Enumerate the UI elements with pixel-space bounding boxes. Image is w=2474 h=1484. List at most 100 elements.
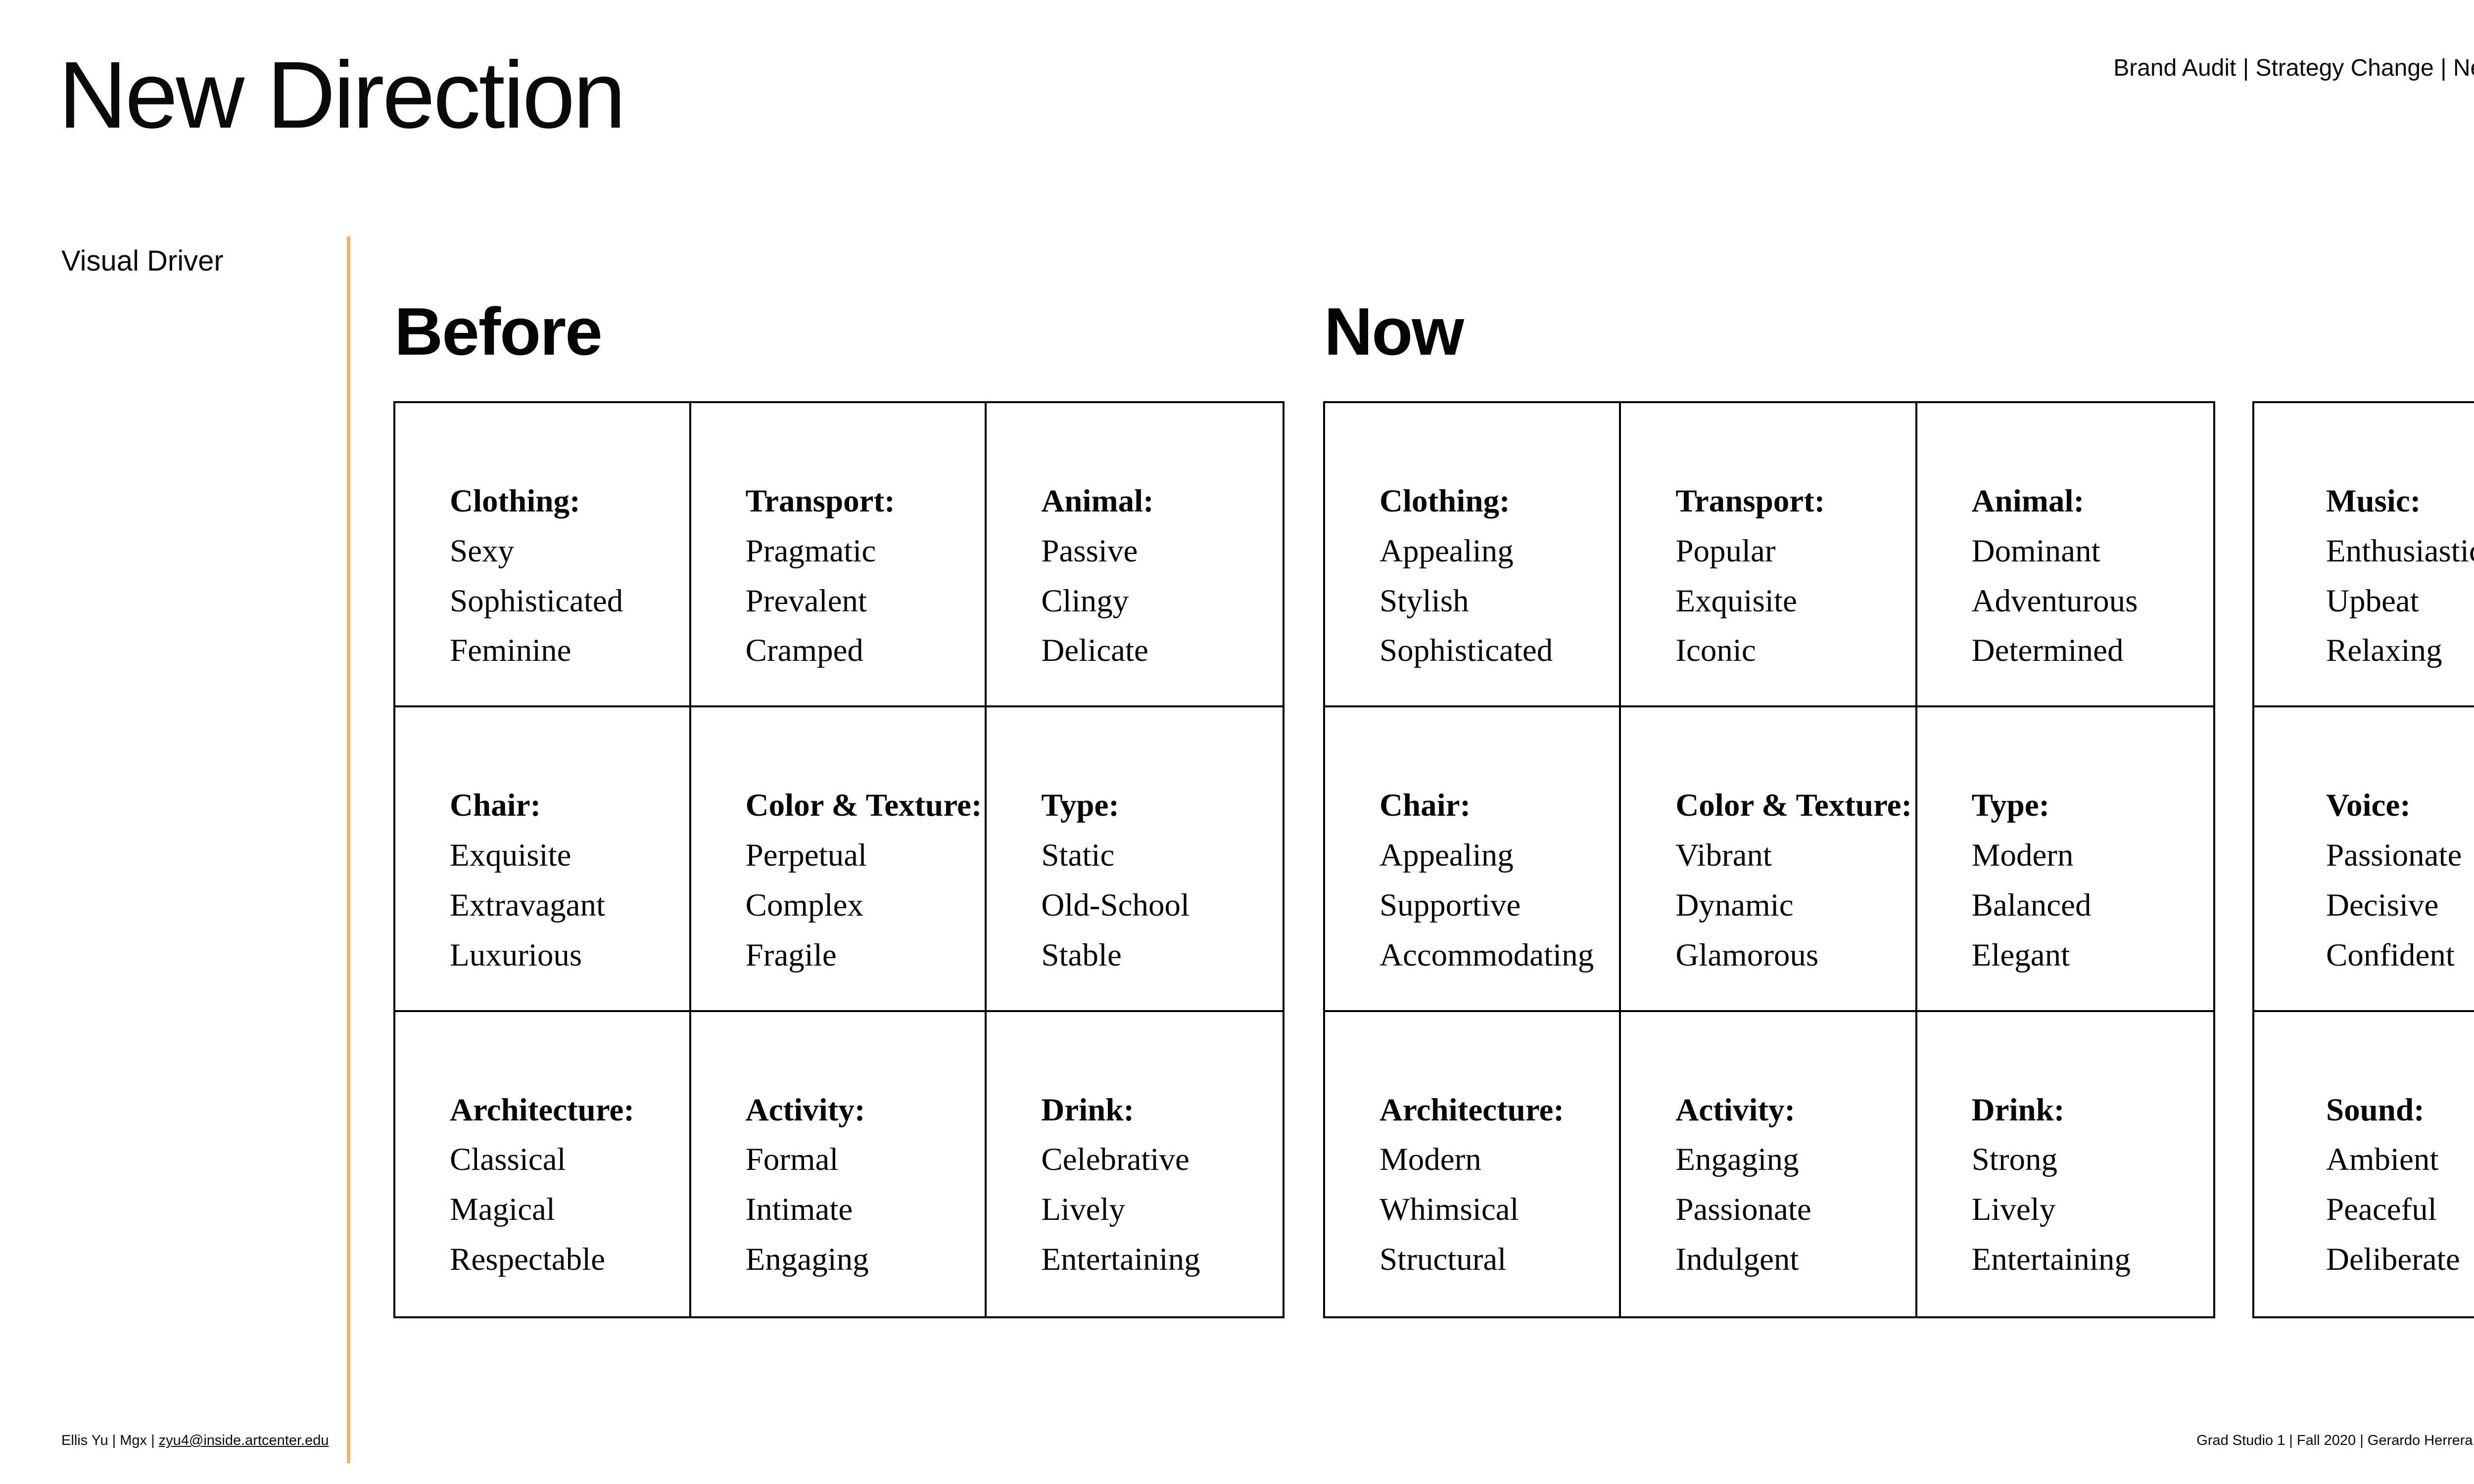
- table-cell-sensory-2: Sound: Ambient Peaceful Deliberate: [2254, 1012, 2474, 1316]
- table-cell-before-7: Activity: Formal Intimate Engaging: [691, 1012, 987, 1316]
- email-link[interactable]: zyu4@inside.artcenter.edu: [158, 1433, 329, 1448]
- cell-heading: Chair:: [1380, 788, 1471, 824]
- cell-item: Appealing: [1380, 533, 1514, 569]
- cell-item: Intimate: [745, 1192, 853, 1228]
- cell-item: Appealing: [1380, 837, 1514, 874]
- cell-item: Elegant: [1971, 937, 2070, 973]
- cell-heading: Activity:: [1675, 1092, 1796, 1128]
- cell-item: Fragile: [745, 937, 837, 973]
- cell-item: Engaging: [745, 1241, 869, 1277]
- cell-item: Extravagant: [450, 887, 606, 923]
- cell-item: Sexy: [450, 533, 514, 569]
- accent-divider-line: [347, 236, 350, 1463]
- table-cell-now-7: Activity: Engaging Passionate Indulgent: [1621, 1012, 1917, 1316]
- cell-item: Perpetual: [745, 837, 867, 874]
- cell-item: Exquisite: [1675, 583, 1797, 619]
- before-attributes-table: Clothing: Sexy Sophisticated Feminine Transp…: [393, 401, 1285, 1318]
- cell-item: Lively: [1971, 1192, 2056, 1228]
- cell-heading: Activity:: [745, 1092, 865, 1128]
- cell-item: Static: [1041, 837, 1115, 874]
- footer-credit-text: Ellis Yu | Mgx |: [61, 1433, 159, 1448]
- table-cell-before-8: Drink: Celebrative Lively Entertaining: [987, 1012, 1283, 1316]
- cell-item: Relaxing: [2326, 633, 2442, 669]
- cell-item: Ambient: [2326, 1142, 2439, 1178]
- cell-item: Old-School: [1041, 887, 1190, 923]
- now-attributes-table: Clothing: Appealing Stylish Sophisticated Tr…: [1323, 401, 2215, 1318]
- cell-item: Passionate: [2326, 837, 2462, 874]
- cell-heading: Chair:: [450, 788, 541, 824]
- cell-heading: Architecture:: [450, 1092, 634, 1128]
- cell-item: Feminine: [450, 633, 571, 669]
- cell-item: Adventurous: [1971, 583, 2138, 619]
- cell-heading: Drink:: [1041, 1092, 1135, 1128]
- cell-item: Entertaining: [1041, 1241, 1200, 1277]
- cell-item: Decisive: [2326, 887, 2439, 923]
- table-cell-before-4: Color & Texture: Perpetual Complex Fragile: [691, 707, 987, 1012]
- table-cell-now-4: Color & Texture: Vibrant Dynamic Glamorous: [1621, 707, 1917, 1012]
- cell-item: Peaceful: [2326, 1192, 2437, 1228]
- cell-item: Supportive: [1380, 887, 1521, 923]
- cell-item: Passionate: [1675, 1192, 1811, 1228]
- cell-item: Entertaining: [1971, 1241, 2131, 1277]
- breadcrumb: Brand Audit | Strategy Change | New Iden…: [2113, 55, 2474, 81]
- cell-heading: Clothing:: [450, 483, 580, 519]
- cell-item: Clingy: [1041, 583, 1129, 619]
- cell-item: Indulgent: [1675, 1241, 1799, 1277]
- table-cell-sensory-0: Music: Enthusiastic Upbeat Relaxing: [2254, 403, 2474, 708]
- table-cell-now-5: Type: Modern Balanced Elegant: [1917, 707, 2213, 1012]
- table-cell-now-2: Animal: Dominant Adventurous Determined: [1917, 403, 2213, 708]
- now-column-heading: Now: [1324, 294, 1464, 369]
- cell-heading: Type:: [1971, 788, 2050, 824]
- cell-item: Magical: [450, 1192, 555, 1228]
- now-sensory-table: Music: Enthusiastic Upbeat Relaxing Voice: Pa…: [2252, 401, 2474, 1318]
- cell-heading: Sound:: [2326, 1092, 2425, 1128]
- cell-item: Respectable: [450, 1241, 606, 1277]
- cell-item: Dynamic: [1675, 887, 1794, 923]
- cell-heading: Transport:: [1675, 483, 1825, 519]
- cell-item: Modern: [1380, 1142, 1481, 1178]
- table-cell-now-0: Clothing: Appealing Stylish Sophisticated: [1325, 403, 1621, 708]
- cell-item: Engaging: [1675, 1142, 1799, 1178]
- cell-item: Iconic: [1675, 633, 1756, 669]
- cell-item: Sophisticated: [450, 583, 623, 619]
- cell-item: Whimsical: [1380, 1192, 1519, 1228]
- cell-item: Glamorous: [1675, 937, 1819, 973]
- cell-item: Pragmatic: [745, 533, 876, 569]
- cell-heading: Animal:: [1041, 483, 1154, 519]
- cell-item: Sophisticated: [1380, 633, 1553, 669]
- table-cell-now-1: Transport: Popular Exquisite Iconic: [1621, 403, 1917, 708]
- footer-course-info: Grad Studio 1 | Fall 2020 | Gerardo Herr…: [2196, 1433, 2474, 1448]
- table-cell-sensory-1: Voice: Passionate Decisive Confident: [2254, 707, 2474, 1012]
- cell-item: Prevalent: [745, 583, 867, 619]
- cell-item: Determined: [1971, 633, 2124, 669]
- cell-heading: Color & Texture:: [1675, 788, 1912, 824]
- table-cell-before-0: Clothing: Sexy Sophisticated Feminine: [395, 403, 691, 708]
- table-cell-before-5: Type: Static Old-School Stable: [987, 707, 1283, 1012]
- cell-heading: Color & Texture:: [745, 788, 982, 824]
- table-cell-before-1: Transport: Pragmatic Prevalent Cramped: [691, 403, 987, 708]
- cell-item: Popular: [1675, 533, 1776, 569]
- cell-item: Lively: [1041, 1192, 1126, 1228]
- cell-item: Enthusiastic: [2326, 533, 2474, 569]
- cell-heading: Clothing:: [1380, 483, 1510, 519]
- cell-item: Celebrative: [1041, 1142, 1189, 1178]
- cell-item: Stable: [1041, 937, 1122, 973]
- before-column-heading: Before: [394, 294, 603, 369]
- cell-heading: Architecture:: [1380, 1092, 1564, 1128]
- cell-heading: Voice:: [2326, 788, 2411, 824]
- cell-item: Exquisite: [450, 837, 571, 874]
- cell-item: Balanced: [1971, 887, 2092, 923]
- table-cell-now-6: Architecture: Modern Whimsical Structural: [1325, 1012, 1621, 1316]
- cell-item: Accommodating: [1380, 937, 1594, 973]
- cell-item: Passive: [1041, 533, 1138, 569]
- section-label-visual-driver: Visual Driver: [61, 245, 224, 277]
- cell-item: Dominant: [1971, 533, 2100, 569]
- cell-item: Deliberate: [2326, 1241, 2460, 1277]
- cell-item: Luxurious: [450, 937, 582, 973]
- cell-item: Formal: [745, 1142, 839, 1178]
- cell-heading: Type:: [1041, 788, 1120, 824]
- cell-item: Stylish: [1380, 583, 1469, 619]
- footer-credit: Ellis Yu | Mgx | zyu4@inside.artcenter.e…: [61, 1433, 329, 1449]
- cell-heading: Drink:: [1971, 1092, 2065, 1128]
